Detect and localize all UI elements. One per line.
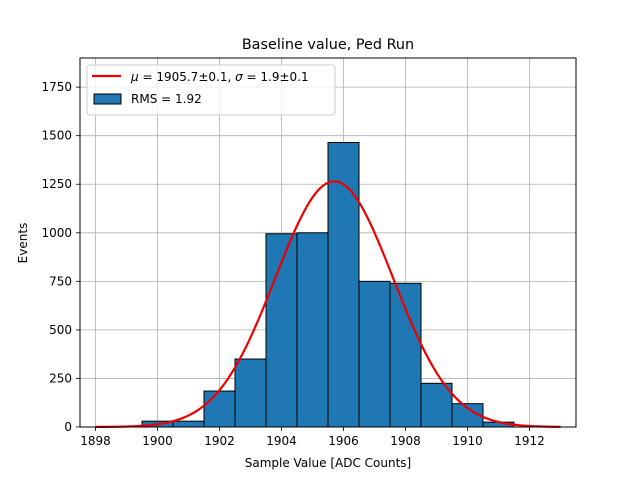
histogram-bar — [296, 232, 329, 428]
y-axis-ticks: 0 250 500 750 1000 1250 1500 1750 — [41, 80, 80, 434]
legend-fit-label: μ = 1905.7±0.1, σ = 1.9±0.1 — [130, 70, 309, 84]
fit-curve-layer — [95, 180, 561, 429]
chart-title: Baseline value, Ped Run — [242, 37, 414, 53]
x-axis-label: Sample Value [ADC Counts] — [245, 456, 411, 470]
histogram-bar — [203, 390, 236, 428]
y-tick-label: 250 — [49, 371, 72, 385]
histogram-bar — [327, 141, 360, 428]
y-axis-label: Events — [16, 223, 30, 264]
histogram-bar — [172, 420, 205, 428]
legend-sigma-symbol: σ — [235, 70, 243, 84]
x-tick-label: 1912 — [514, 434, 545, 448]
y-tick-label: 500 — [49, 323, 72, 337]
gaussian-fit-curve — [95, 180, 561, 429]
legend-histogram-swatch — [93, 93, 122, 105]
legend: μ = 1905.7±0.1, σ = 1.9±0.1 RMS = 1.92 — [86, 64, 336, 116]
x-tick-label: 1900 — [142, 434, 173, 448]
x-axis-ticks: 1898 1900 1902 1904 1906 1908 1910 1912 — [80, 427, 545, 448]
y-tick-label: 1250 — [41, 177, 72, 191]
x-tick-label: 1898 — [80, 434, 111, 448]
x-tick-label: 1904 — [266, 434, 297, 448]
histogram-bar — [234, 358, 267, 428]
legend-sigma-value: = 1.9±0.1 — [243, 70, 309, 84]
y-tick-label: 750 — [49, 274, 72, 288]
y-tick-label: 0 — [64, 420, 72, 434]
histogram-bar — [265, 233, 298, 428]
x-tick-label: 1906 — [328, 434, 359, 448]
plot-frame — [79, 57, 577, 428]
legend-histogram-label: RMS = 1.92 — [131, 92, 202, 106]
y-tick-label: 1500 — [41, 129, 72, 143]
legend-mu-value: = 1905.7±0.1, — [139, 70, 235, 84]
x-tick-label: 1910 — [452, 434, 483, 448]
y-tick-label: 1750 — [41, 80, 72, 94]
y-tick-label: 1000 — [41, 226, 72, 240]
histogram-bars — [141, 141, 515, 428]
histogram-bar — [358, 280, 391, 428]
x-tick-label: 1908 — [390, 434, 421, 448]
x-tick-label: 1902 — [204, 434, 235, 448]
legend-box — [86, 64, 336, 116]
legend-mu-symbol: μ — [130, 70, 139, 84]
histogram-bar — [389, 282, 422, 428]
